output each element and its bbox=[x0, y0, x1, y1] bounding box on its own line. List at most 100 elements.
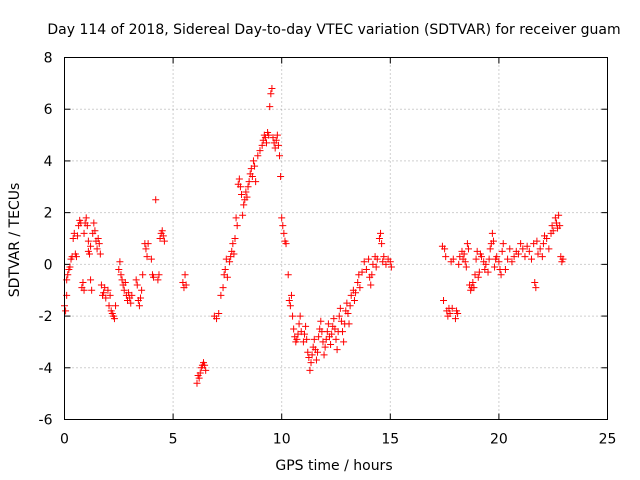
data-point bbox=[155, 271, 163, 279]
data-point bbox=[87, 242, 95, 250]
data-point bbox=[346, 302, 354, 310]
data-point bbox=[339, 328, 347, 336]
data-point bbox=[517, 240, 525, 248]
data-point bbox=[472, 255, 480, 263]
data-point bbox=[484, 268, 492, 276]
data-point bbox=[312, 356, 320, 364]
data-point bbox=[267, 90, 275, 98]
data-point bbox=[352, 289, 360, 297]
data-point bbox=[143, 253, 151, 261]
data-point bbox=[277, 172, 285, 180]
data-point bbox=[527, 255, 535, 263]
data-point bbox=[279, 222, 287, 230]
data-point bbox=[82, 214, 90, 222]
data-point bbox=[324, 320, 332, 328]
data-point bbox=[330, 315, 338, 323]
y-tick-label: -2 bbox=[39, 309, 53, 325]
data-point bbox=[482, 260, 490, 268]
data-point bbox=[105, 302, 113, 310]
data-point bbox=[304, 348, 312, 356]
y-tick-label: -6 bbox=[39, 413, 53, 429]
data-point bbox=[549, 227, 557, 235]
data-point bbox=[555, 211, 563, 219]
data-point bbox=[497, 271, 505, 279]
data-point bbox=[510, 253, 518, 261]
data-point bbox=[95, 240, 103, 248]
y-tick-label: 4 bbox=[44, 154, 53, 170]
y-tick-label: 0 bbox=[44, 257, 53, 273]
data-point bbox=[64, 271, 72, 279]
data-point bbox=[446, 309, 454, 317]
data-point bbox=[79, 278, 87, 286]
data-point bbox=[147, 255, 155, 263]
data-point bbox=[233, 222, 241, 230]
axis-ticks: 0 5 10 15 20 25 -6 -4 -2 0 2 4 6 8 bbox=[39, 51, 617, 448]
data-point bbox=[62, 307, 70, 315]
data-point bbox=[268, 85, 276, 93]
data-point bbox=[488, 229, 496, 237]
data-point bbox=[306, 366, 314, 374]
data-point bbox=[202, 366, 210, 374]
data-point bbox=[278, 214, 286, 222]
data-point bbox=[307, 359, 315, 367]
data-point bbox=[232, 214, 240, 222]
data-point bbox=[87, 276, 95, 284]
data-point bbox=[127, 299, 135, 307]
data-point bbox=[485, 255, 493, 263]
data-point bbox=[368, 271, 376, 279]
data-point bbox=[116, 258, 124, 266]
data-point bbox=[460, 250, 468, 258]
data-point bbox=[226, 258, 234, 266]
data-point bbox=[239, 211, 247, 219]
data-point bbox=[489, 237, 497, 245]
data-point bbox=[112, 302, 120, 310]
data-point bbox=[110, 315, 118, 323]
data-point bbox=[308, 351, 316, 359]
data-point bbox=[462, 263, 470, 271]
data-point bbox=[377, 229, 385, 237]
data-point bbox=[135, 302, 143, 310]
data-point bbox=[362, 266, 370, 274]
data-point bbox=[285, 297, 293, 305]
data-point bbox=[219, 284, 227, 292]
data-point bbox=[84, 237, 92, 245]
data-point bbox=[273, 131, 281, 139]
data-point bbox=[272, 136, 280, 144]
data-point bbox=[301, 330, 309, 338]
data-point bbox=[121, 278, 129, 286]
data-point bbox=[321, 343, 329, 351]
data-point bbox=[286, 302, 294, 310]
data-point bbox=[302, 322, 310, 330]
x-tick-label: 15 bbox=[381, 432, 399, 448]
data-point bbox=[469, 278, 477, 286]
y-axis-label: SDTVAR / TECUs bbox=[7, 183, 23, 298]
data-point bbox=[195, 374, 203, 382]
data-point bbox=[345, 320, 353, 328]
data-point bbox=[258, 141, 266, 149]
data-point bbox=[102, 294, 110, 302]
data-point bbox=[350, 297, 358, 305]
data-point bbox=[454, 309, 462, 317]
data-point bbox=[274, 141, 282, 149]
data-point bbox=[354, 278, 362, 286]
data-point bbox=[249, 157, 257, 165]
data-point bbox=[499, 240, 507, 248]
data-point bbox=[115, 266, 123, 274]
data-point bbox=[556, 222, 564, 230]
data-point bbox=[83, 222, 91, 230]
data-point bbox=[235, 175, 243, 183]
data-point bbox=[80, 286, 88, 294]
data-point bbox=[90, 219, 98, 227]
data-point bbox=[358, 268, 366, 276]
data-point bbox=[493, 253, 501, 261]
data-point bbox=[252, 178, 260, 186]
data-point bbox=[284, 271, 292, 279]
data-point bbox=[314, 348, 322, 356]
grid-lines bbox=[64, 57, 608, 420]
data-point bbox=[120, 286, 128, 294]
data-point bbox=[514, 250, 522, 258]
data-point bbox=[159, 232, 167, 240]
data-point bbox=[132, 276, 140, 284]
data-point bbox=[539, 240, 547, 248]
data-point bbox=[91, 227, 99, 235]
